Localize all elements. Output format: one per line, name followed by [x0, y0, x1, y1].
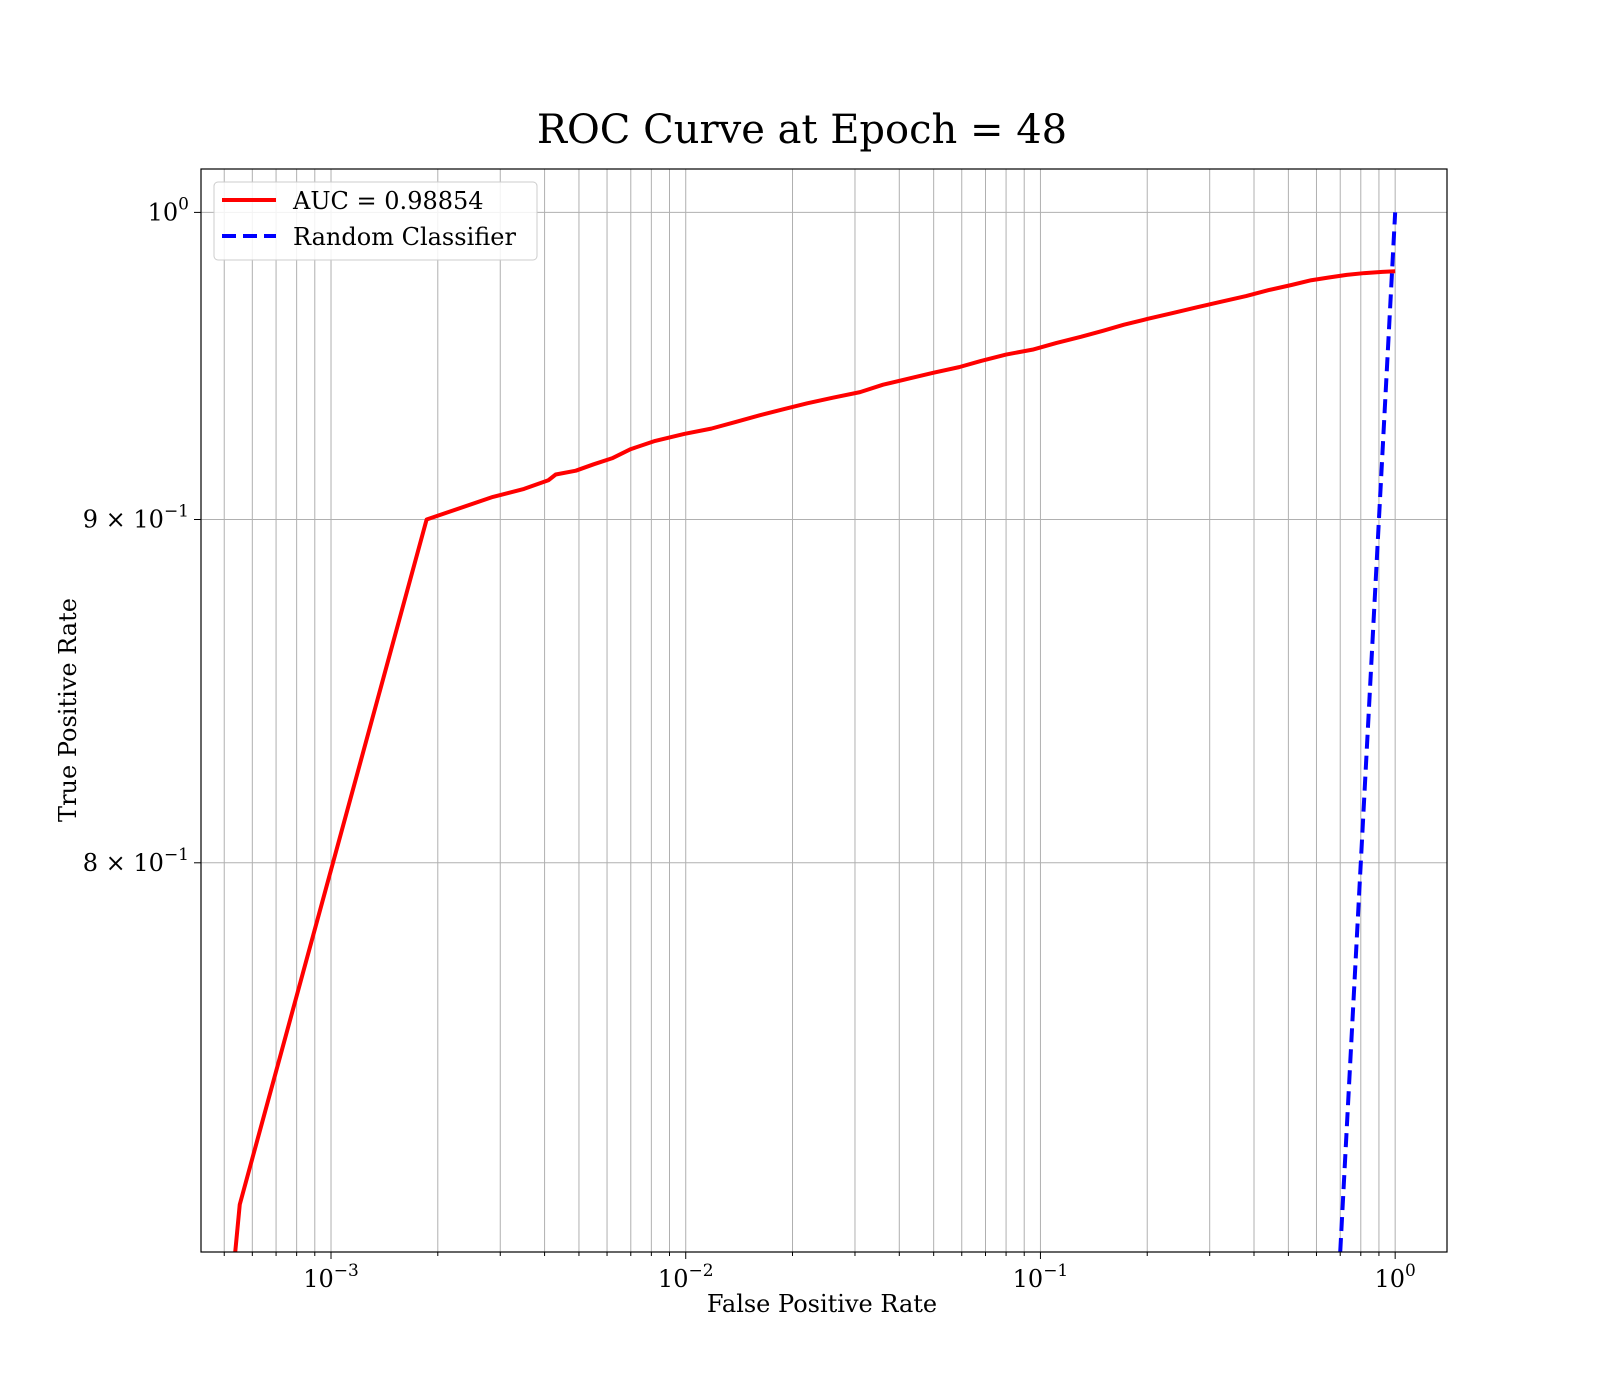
- axis-ticks: 10−3 10−2 10−1 100 100 9 × 10−1 8 × 10−1: [83, 194, 1416, 1293]
- legend-label-auc: AUC = 0.98854: [292, 187, 484, 215]
- random-classifier-line: [1338, 212, 1398, 1252]
- x-tick-label: 100: [1374, 1261, 1415, 1293]
- legend-box: [213, 181, 538, 261]
- x-axis-label: False Positive Rate: [707, 1290, 937, 1318]
- legend: AUC = 0.98854 Random Classifier: [213, 181, 538, 261]
- plot-lines: [233, 212, 1398, 1252]
- chart-title: ROC Curve at Epoch = 48: [537, 107, 1067, 153]
- y-tick-label: 9 × 10−1: [83, 501, 189, 533]
- x-tick-label: 10−2: [658, 1261, 714, 1293]
- y-tick-label: 100: [148, 194, 189, 226]
- y-tick-label: 8 × 10−1: [83, 845, 189, 877]
- x-tick-label: 10−3: [303, 1261, 359, 1293]
- grid: [201, 169, 1447, 1252]
- plot-frame: [200, 168, 1448, 1253]
- roc-curve-line: [233, 269, 1396, 1252]
- y-axis-label: True Positive Rate: [54, 598, 82, 822]
- x-tick-label: 10−1: [1013, 1261, 1069, 1293]
- legend-label-random-classifier: Random Classifier: [293, 223, 516, 251]
